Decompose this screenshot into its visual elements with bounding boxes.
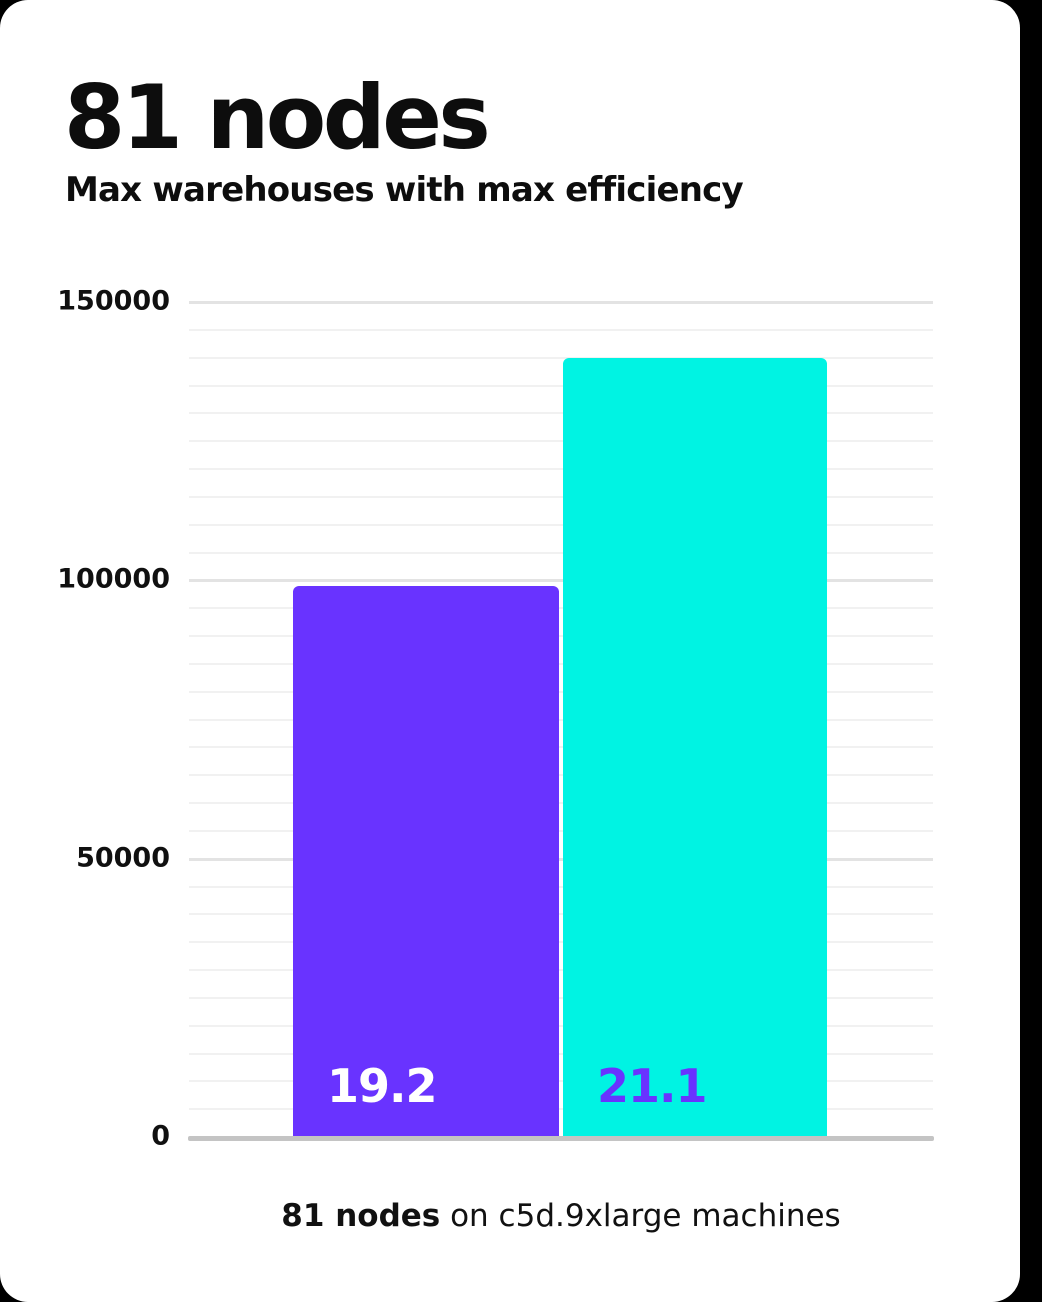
- minor-gridline: [189, 913, 933, 916]
- major-gridline: [189, 301, 933, 304]
- minor-gridline: [189, 746, 933, 749]
- minor-gridline: [189, 384, 933, 387]
- minor-gridline: [189, 774, 933, 777]
- y-axis-tick-label: 150000: [57, 285, 170, 317]
- minor-gridline: [189, 690, 933, 693]
- major-gridline: [189, 857, 933, 861]
- chart-subtitle: Max warehouses with max efficiency: [65, 170, 744, 210]
- minor-gridline: [189, 356, 933, 359]
- x-axis-line: [188, 1136, 934, 1141]
- minor-gridline: [189, 996, 933, 999]
- minor-gridline: [189, 969, 933, 971]
- minor-gridline: [189, 1024, 933, 1027]
- caption-regular-text: on c5d.9xlarge machines: [440, 1198, 841, 1234]
- chart-card: 81 nodes Max warehouses with max efficie…: [0, 0, 1020, 1302]
- minor-gridline: [189, 662, 933, 665]
- minor-gridline: [189, 495, 933, 498]
- chart-title: 81 nodes: [64, 66, 491, 169]
- minor-gridline: [189, 523, 933, 526]
- minor-gridline: [189, 328, 933, 331]
- minor-gridline: [189, 635, 933, 637]
- major-gridline: [189, 579, 933, 583]
- y-axis-tick-label: 0: [151, 1120, 170, 1152]
- minor-gridline: [189, 412, 933, 415]
- minor-gridline: [189, 829, 933, 832]
- bar-chart: 0 50000 100000 150000 19.2 21.1: [57, 285, 934, 1152]
- bar-category-label: 21.1: [597, 1058, 707, 1113]
- minor-gridline: [189, 718, 933, 721]
- minor-gridline: [189, 468, 933, 470]
- y-axis-tick-label: 100000: [57, 563, 170, 595]
- minor-gridline: [189, 941, 933, 944]
- minor-gridline: [189, 1080, 933, 1083]
- minor-gridline: [189, 440, 933, 443]
- y-axis-tick-label: 50000: [76, 841, 170, 873]
- minor-gridline: [189, 607, 933, 610]
- chart-caption: 81 nodes on c5d.9xlarge machines: [189, 1198, 933, 1234]
- minor-gridline: [189, 885, 933, 888]
- minor-gridline: [189, 1108, 933, 1111]
- minor-gridline: [189, 551, 933, 554]
- bar-21.1: 21.1: [563, 357, 827, 1137]
- minor-gridline: [189, 1052, 933, 1055]
- bar-category-label: 19.2: [327, 1058, 437, 1113]
- minor-gridline: [189, 802, 933, 804]
- bar-19.2: 19.2: [293, 585, 559, 1137]
- caption-bold-text: 81 nodes: [281, 1198, 441, 1234]
